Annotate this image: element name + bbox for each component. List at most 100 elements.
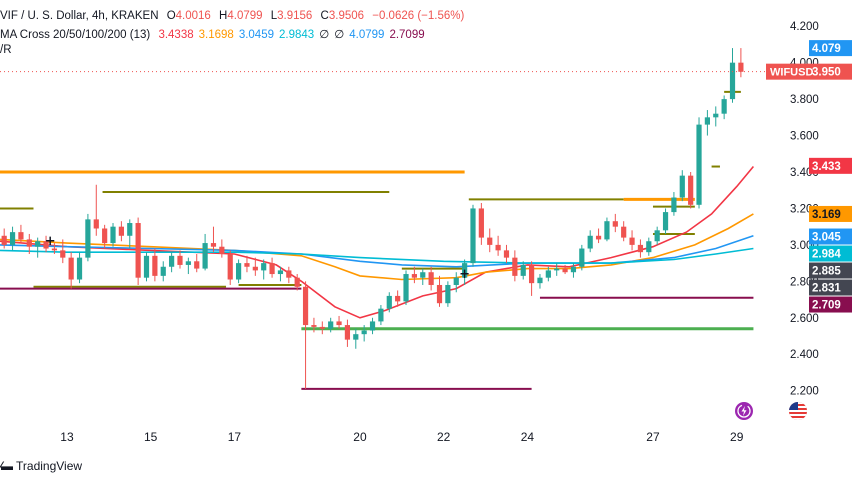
candle [378,305,384,326]
candle [60,239,66,264]
candle-body [436,284,443,304]
candle [470,204,476,267]
candle [252,257,258,276]
price-label-bg [809,63,852,80]
x-tick-label: 20 [353,430,367,444]
candle [612,213,618,233]
candle [570,263,577,278]
y-tick-label: 3.800 [790,94,819,106]
candle-body [395,295,401,302]
candle [35,237,41,258]
candle [403,270,409,306]
candle-body [261,263,267,271]
candle-body [219,246,225,254]
candle [93,184,99,236]
candle-body [512,257,518,276]
y-tick-label: 2.600 [790,313,819,325]
ma-label[interactable]: MA Cross 20/50/100/200 (13) [0,29,151,41]
price-label: 2.984 [809,245,852,262]
price-label-bg [809,40,852,57]
candle [696,117,702,209]
cross-markers: ++ [45,234,470,282]
candle [269,257,275,278]
candle-body [143,255,150,278]
y-tick-label: 2.200 [790,386,819,398]
candle [604,217,610,242]
candle [194,254,200,273]
price-label: 3.433 [809,157,852,174]
lightning-icon[interactable] [735,402,753,420]
candle-body [637,244,644,253]
x-tick-label: 29 [730,430,744,444]
price-label: 3.169 [809,205,852,222]
candle [579,244,585,271]
candle [311,317,317,333]
candle [143,252,150,282]
candle [637,239,644,258]
candle-body [277,270,284,275]
symbol-tag-text: WIFUSD [770,67,813,79]
candle [595,228,602,244]
candle [160,261,166,282]
us-flag-icon[interactable] [789,402,807,420]
candle-body [68,257,74,280]
candle-body [386,295,392,309]
price-label-bg [809,296,852,313]
symbol-title[interactable]: VIF / U. S. Dollar, 4h, KRAKEN [0,10,159,22]
candle-body [177,255,183,265]
candle-body [704,117,710,125]
candle [202,233,208,271]
ohlc-low-label: L [270,10,278,22]
candle [302,281,309,389]
candle [76,252,83,284]
candle-body [110,226,116,244]
candle [462,259,468,285]
candle [9,226,16,251]
price-label-text: 3.169 [812,209,841,221]
candle-body [152,255,158,276]
third-legend-label[interactable]: /R [0,44,12,56]
candle-body [629,237,635,245]
candle-body [26,239,32,247]
candle-body [60,250,66,258]
candle [361,325,367,342]
ohlc-high-label: H [219,10,228,22]
ohlc-close: 3.9506 [328,10,365,22]
price-label-text: 2.709 [812,300,841,312]
tradingview-logo[interactable]: ⁄▬ TradingView [0,459,82,473]
candle-body [503,250,510,258]
price-label-bg [809,279,852,296]
candle [537,274,543,289]
candle-body [85,219,91,258]
x-tick-label: 17 [228,430,242,444]
candle [436,275,443,307]
candle-body [520,264,526,276]
candle-body [369,321,376,331]
price-label-text: 2.885 [812,266,841,278]
candle-body [470,208,476,264]
candle-body [428,272,434,285]
candle [235,259,242,284]
candle-body [328,321,334,329]
candle [185,257,191,275]
ohlc-high: 4.0799 [227,10,263,22]
candle [1,228,7,249]
candle-body [378,308,384,322]
candle-body [227,254,233,280]
candle [688,172,694,209]
price-axis: 4.2004.0003.8003.6003.4003.2003.0002.800… [790,21,819,397]
candle-body [344,325,351,340]
candle-body [679,175,685,198]
candle [227,250,233,285]
ma-legend-value: 2.7099 [389,29,425,41]
price-label-text: 2.831 [812,283,841,295]
candle [495,235,501,256]
candle-body [185,261,191,265]
candle-body [286,270,292,278]
candle [210,226,217,253]
candle [319,321,325,335]
candle [503,244,510,264]
candle-body [269,263,275,275]
y-tick-label: 4.200 [790,21,819,33]
